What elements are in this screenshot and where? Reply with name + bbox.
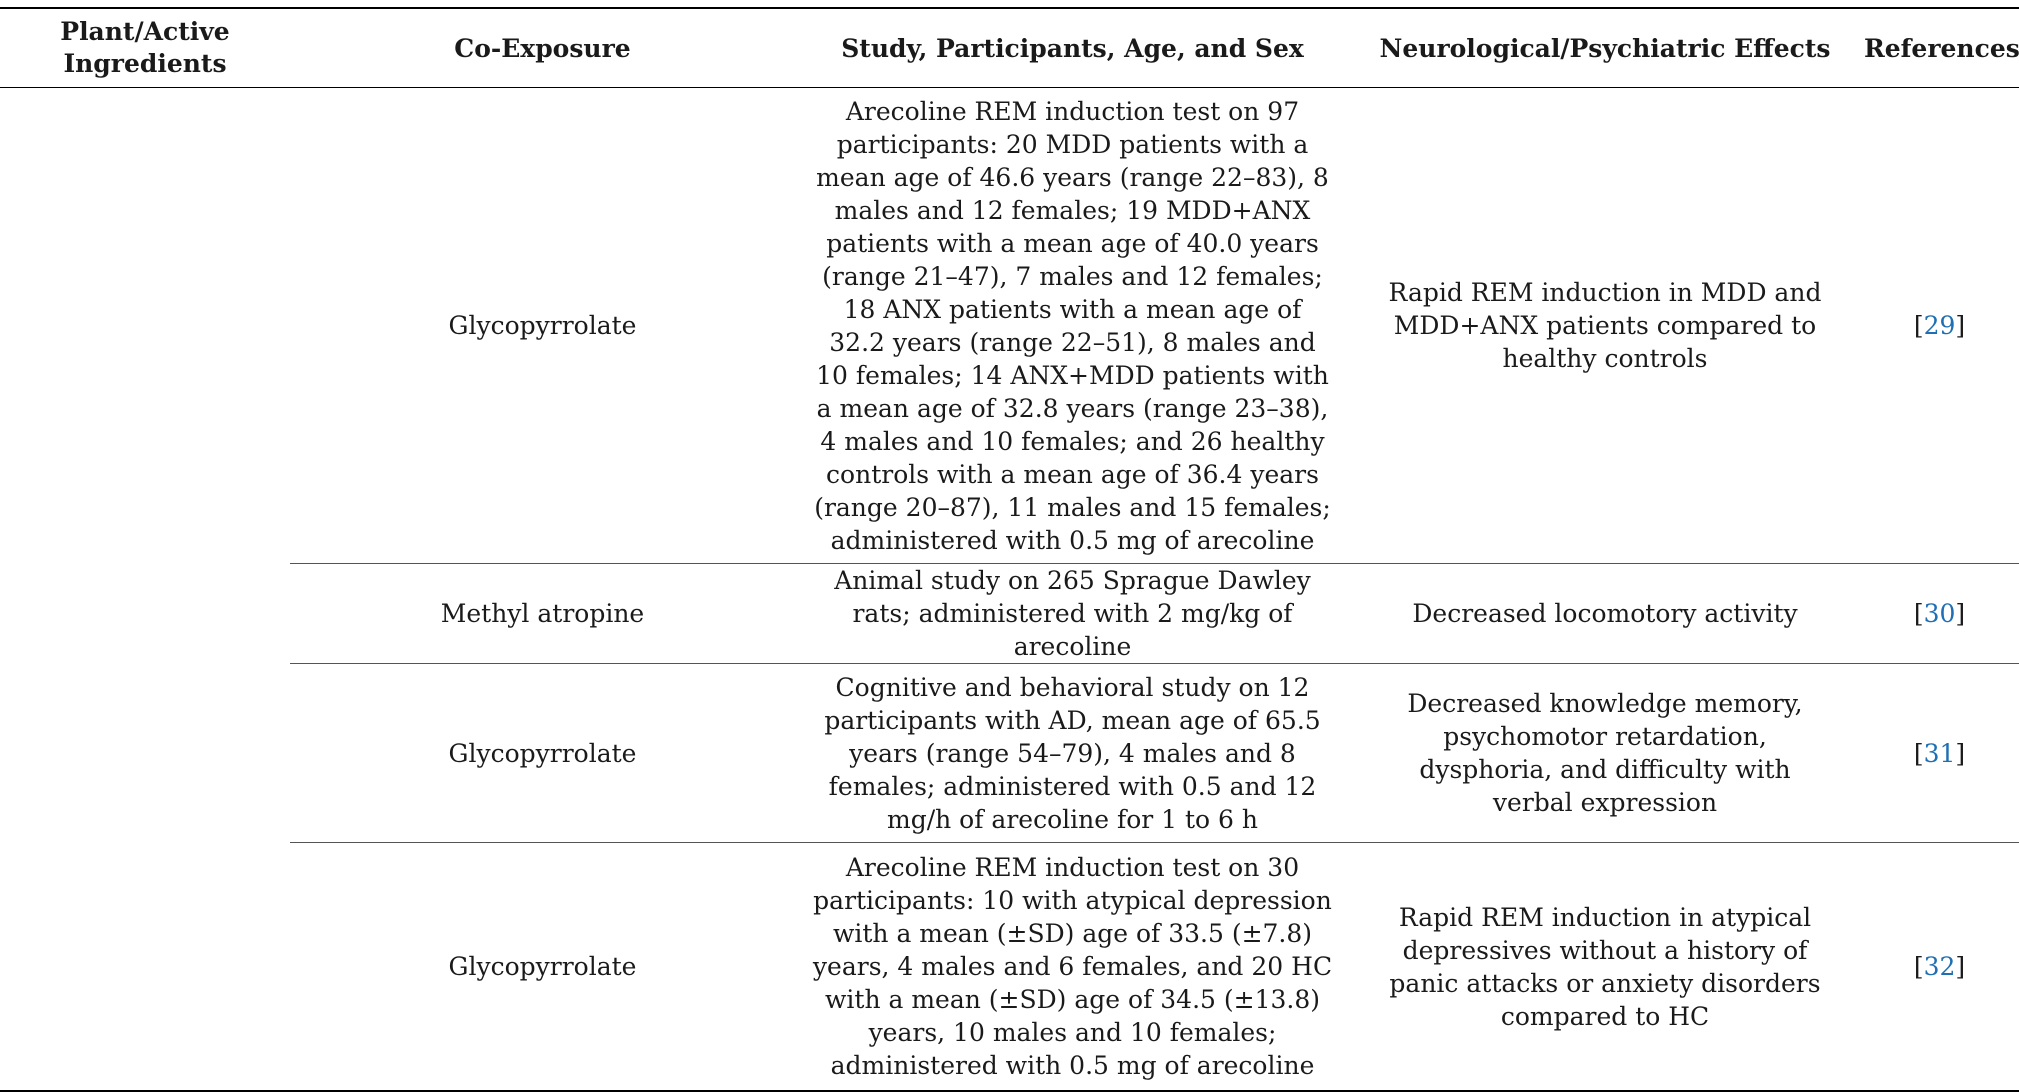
reference-open-bracket: [ — [1913, 311, 1924, 340]
reference-cell: [29] — [1860, 88, 2019, 564]
reference-open-bracket: [ — [1913, 952, 1924, 981]
table-row: Methyl atropine Animal study on 265 Spra… — [0, 563, 2019, 664]
reference-cell: [32] — [1860, 842, 2019, 1092]
neuro-effects-table: Plant/Active Ingredients Co-Exposure Stu… — [0, 7, 2019, 1092]
header-study: Study, Participants, Age, and Sex — [841, 33, 1304, 63]
coexposure-cell: Glycopyrrolate — [448, 311, 637, 340]
header-plant: Plant/Active Ingredients — [60, 17, 230, 78]
study-cell: Arecoline REM induction test on 30 parti… — [795, 842, 1350, 1092]
study-text: Animal study on 265 Sprague Dawley rats;… — [834, 566, 1311, 661]
table-row: Glycopyrrolate Arecoline REM induction t… — [0, 87, 2019, 1092]
study-cell: Cognitive and behavioral study on 12 par… — [795, 663, 1350, 843]
header-coexposure: Co-Exposure — [454, 33, 631, 63]
header-references: References — [1864, 33, 2019, 63]
study-cell: Animal study on 265 Sprague Dawley rats;… — [795, 563, 1350, 664]
reference-cell: [30] — [1860, 563, 2019, 664]
reference-link[interactable]: 30 — [1923, 599, 1956, 628]
reference-link[interactable]: 32 — [1923, 952, 1956, 981]
study-text: Arecoline REM induction test on 97 parti… — [814, 96, 1331, 555]
effects-text: Rapid REM induction in MDD and MDD+ANX p… — [1388, 278, 1822, 373]
effects-text: Decreased locomotory activity — [1412, 599, 1798, 628]
effects-text: Rapid REM induction in atypical depressi… — [1389, 902, 1821, 1031]
reference-link[interactable]: 29 — [1923, 311, 1956, 340]
reference-close-bracket: ] — [1955, 599, 1966, 628]
reference-cell: [31] — [1860, 663, 2019, 843]
reference-close-bracket: ] — [1955, 952, 1966, 981]
reference-link[interactable]: 31 — [1923, 738, 1956, 768]
effects-cell: Decreased locomotory activity — [1350, 563, 1860, 664]
reference-open-bracket: [ — [1913, 738, 1924, 768]
header-row: Plant/Active Ingredients Co-Exposure Stu… — [0, 8, 2019, 88]
coexposure-cell: Glycopyrrolate — [290, 842, 795, 1092]
effects-cell: Rapid REM induction in atypical depressi… — [1350, 842, 1860, 1092]
header-effects: Neurological/Psychiatric Effects — [1379, 33, 1831, 63]
table-row: Glycopyrrolate Cognitive and behavioral … — [0, 663, 2019, 843]
study-text: Cognitive and behavioral study on 12 par… — [824, 672, 1321, 834]
reference-open-bracket: [ — [1913, 599, 1924, 628]
reference-close-bracket: ] — [1955, 738, 1966, 768]
table-row: Glycopyrrolate Arecoline REM induction t… — [0, 842, 2019, 1092]
effects-text: Decreased knowledge memory, psychomotor … — [1407, 689, 1803, 817]
coexposure-cell: Methyl atropine — [290, 563, 795, 664]
study-text: Arecoline REM induction test on 30 parti… — [812, 853, 1333, 1080]
coexposure-cell: Glycopyrrolate — [290, 663, 795, 843]
study-cell: Arecoline REM induction test on 97 parti… — [795, 88, 1350, 564]
effects-cell: Rapid REM induction in MDD and MDD+ANX p… — [1350, 88, 1860, 564]
reference-close-bracket: ] — [1955, 311, 1966, 340]
effects-cell: Decreased knowledge memory, psychomotor … — [1350, 663, 1860, 843]
plant-cell — [0, 87, 290, 1092]
